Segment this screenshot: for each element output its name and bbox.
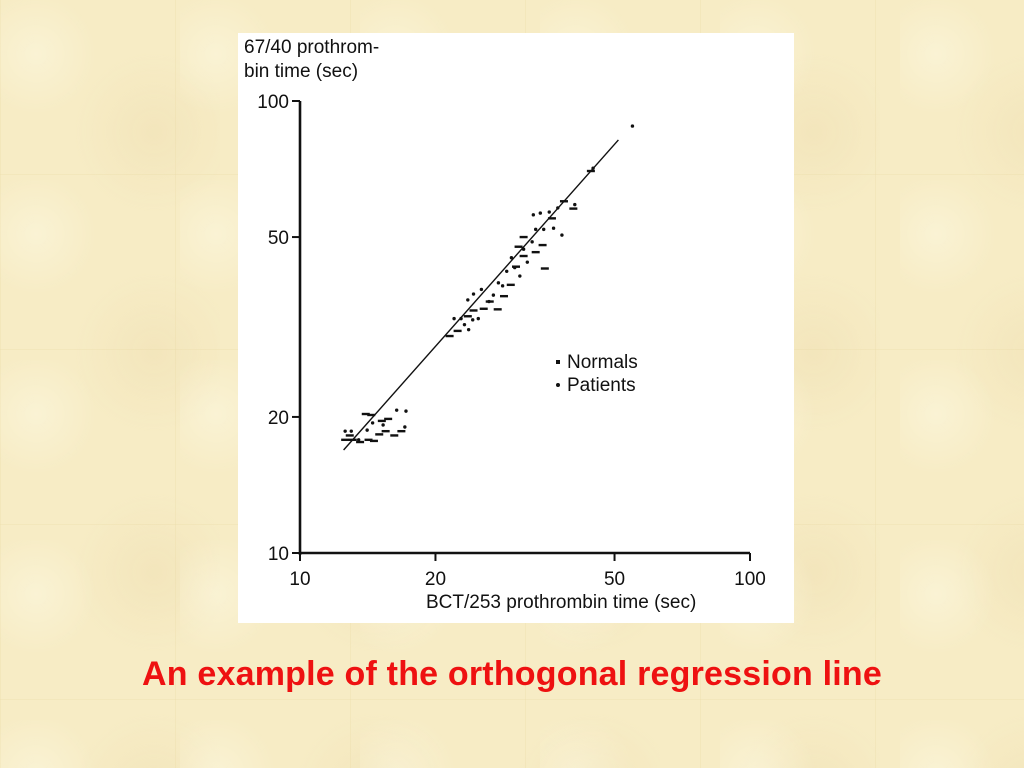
normal-point [463,315,472,318]
normal-point [453,329,462,333]
y-tick-label: 10 [268,544,289,565]
patient-point [505,269,509,273]
normal-point [559,200,568,203]
normal-point [586,169,595,173]
patient-point [349,429,353,433]
x-tick-label: 10 [289,569,310,590]
patient-point [496,281,501,285]
patient-point [521,247,526,251]
legend: Normals Patients [556,352,638,396]
patient-point [531,213,536,217]
patient-point [500,284,505,288]
legend-marker-patients [556,383,560,387]
patient-point [356,438,361,442]
normal-point [531,250,540,254]
legend-marker-normals [556,360,560,364]
patient-point [591,166,595,170]
y-axis-label-line2: bin time (sec) [244,61,358,82]
regression-line-group [343,139,619,451]
normal-point [345,434,354,437]
patient-point [487,299,491,304]
data-points [341,124,635,444]
patient-point [538,211,543,215]
regression-line [343,139,619,451]
normal-point [390,434,399,437]
normal-point [381,429,390,433]
patient-point [471,318,475,322]
legend-label-normals: Normals [567,352,638,373]
x-axis-label: BCT/253 prothrombin time (sec) [426,592,696,613]
patient-point [542,227,546,232]
patient-point [630,124,635,128]
normal-point [445,334,454,338]
normal-point [364,438,373,442]
normal-point [499,294,508,298]
normal-point [348,438,357,442]
patient-point [556,206,560,210]
patient-point [381,423,385,427]
patient-point [551,226,556,230]
normal-point [493,308,502,311]
normal-point [375,433,384,436]
normal-point [341,438,350,442]
patient-point [491,293,496,297]
normal-point [367,413,376,417]
patient-point [533,227,538,232]
patient-point [459,316,463,321]
patient-point [404,409,408,413]
normal-point [519,235,528,239]
y-tick-label: 100 [257,92,289,113]
normal-point [514,245,523,248]
patient-point [560,233,564,237]
y-axis-label-line1: 67/40 prothrom- [244,37,379,58]
patient-point [509,256,514,260]
patient-point [365,428,369,432]
slide-caption: An example of the orthogonal regression … [142,655,882,693]
normal-point [506,283,515,287]
x-tick-label: 20 [425,569,446,590]
axes [298,101,750,555]
normal-point [361,412,370,416]
patient-point [513,265,517,270]
normal-point [547,217,556,220]
y-tick-label: 50 [268,228,289,249]
normal-point [356,440,365,444]
patient-point [479,287,484,292]
patient-point [547,210,551,214]
patient-point [476,316,480,321]
normal-point [369,439,378,443]
patient-point [518,274,522,278]
normal-point [479,307,488,310]
patient-point [343,429,347,433]
patient-point [530,240,534,244]
patient-point [466,327,471,332]
patient-point [403,425,407,429]
x-tick-label: 50 [604,569,625,590]
y-tick-label: 20 [268,408,289,429]
normal-point [384,417,393,421]
patient-point [573,202,577,207]
patient-point [525,260,530,264]
patient-point [370,421,375,425]
patient-point [462,322,467,327]
normal-point [469,309,478,312]
normal-point [519,254,528,258]
scatter-chart: 67/40 prothrom- bin time (sec) BCT/253 p… [244,37,766,613]
patient-point [471,292,476,296]
normal-point [538,243,547,247]
x-tick-label: 100 [734,569,766,590]
normal-point [569,207,578,210]
normal-point [377,419,386,423]
normal-point [397,429,406,433]
legend-label-patients: Patients [567,375,636,396]
patient-point [466,298,470,302]
chart-panel: 67/40 prothrom- bin time (sec) BCT/253 p… [238,33,794,623]
patient-point [394,408,399,412]
ticks: 10 20 50 100 10 20 50 100 [257,92,766,590]
normal-point [540,267,549,270]
patient-point [452,316,456,321]
